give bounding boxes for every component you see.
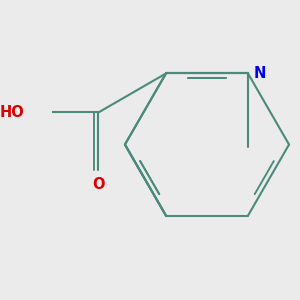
Text: N: N xyxy=(254,66,266,81)
Text: HO: HO xyxy=(0,105,25,120)
Text: O: O xyxy=(92,177,105,192)
